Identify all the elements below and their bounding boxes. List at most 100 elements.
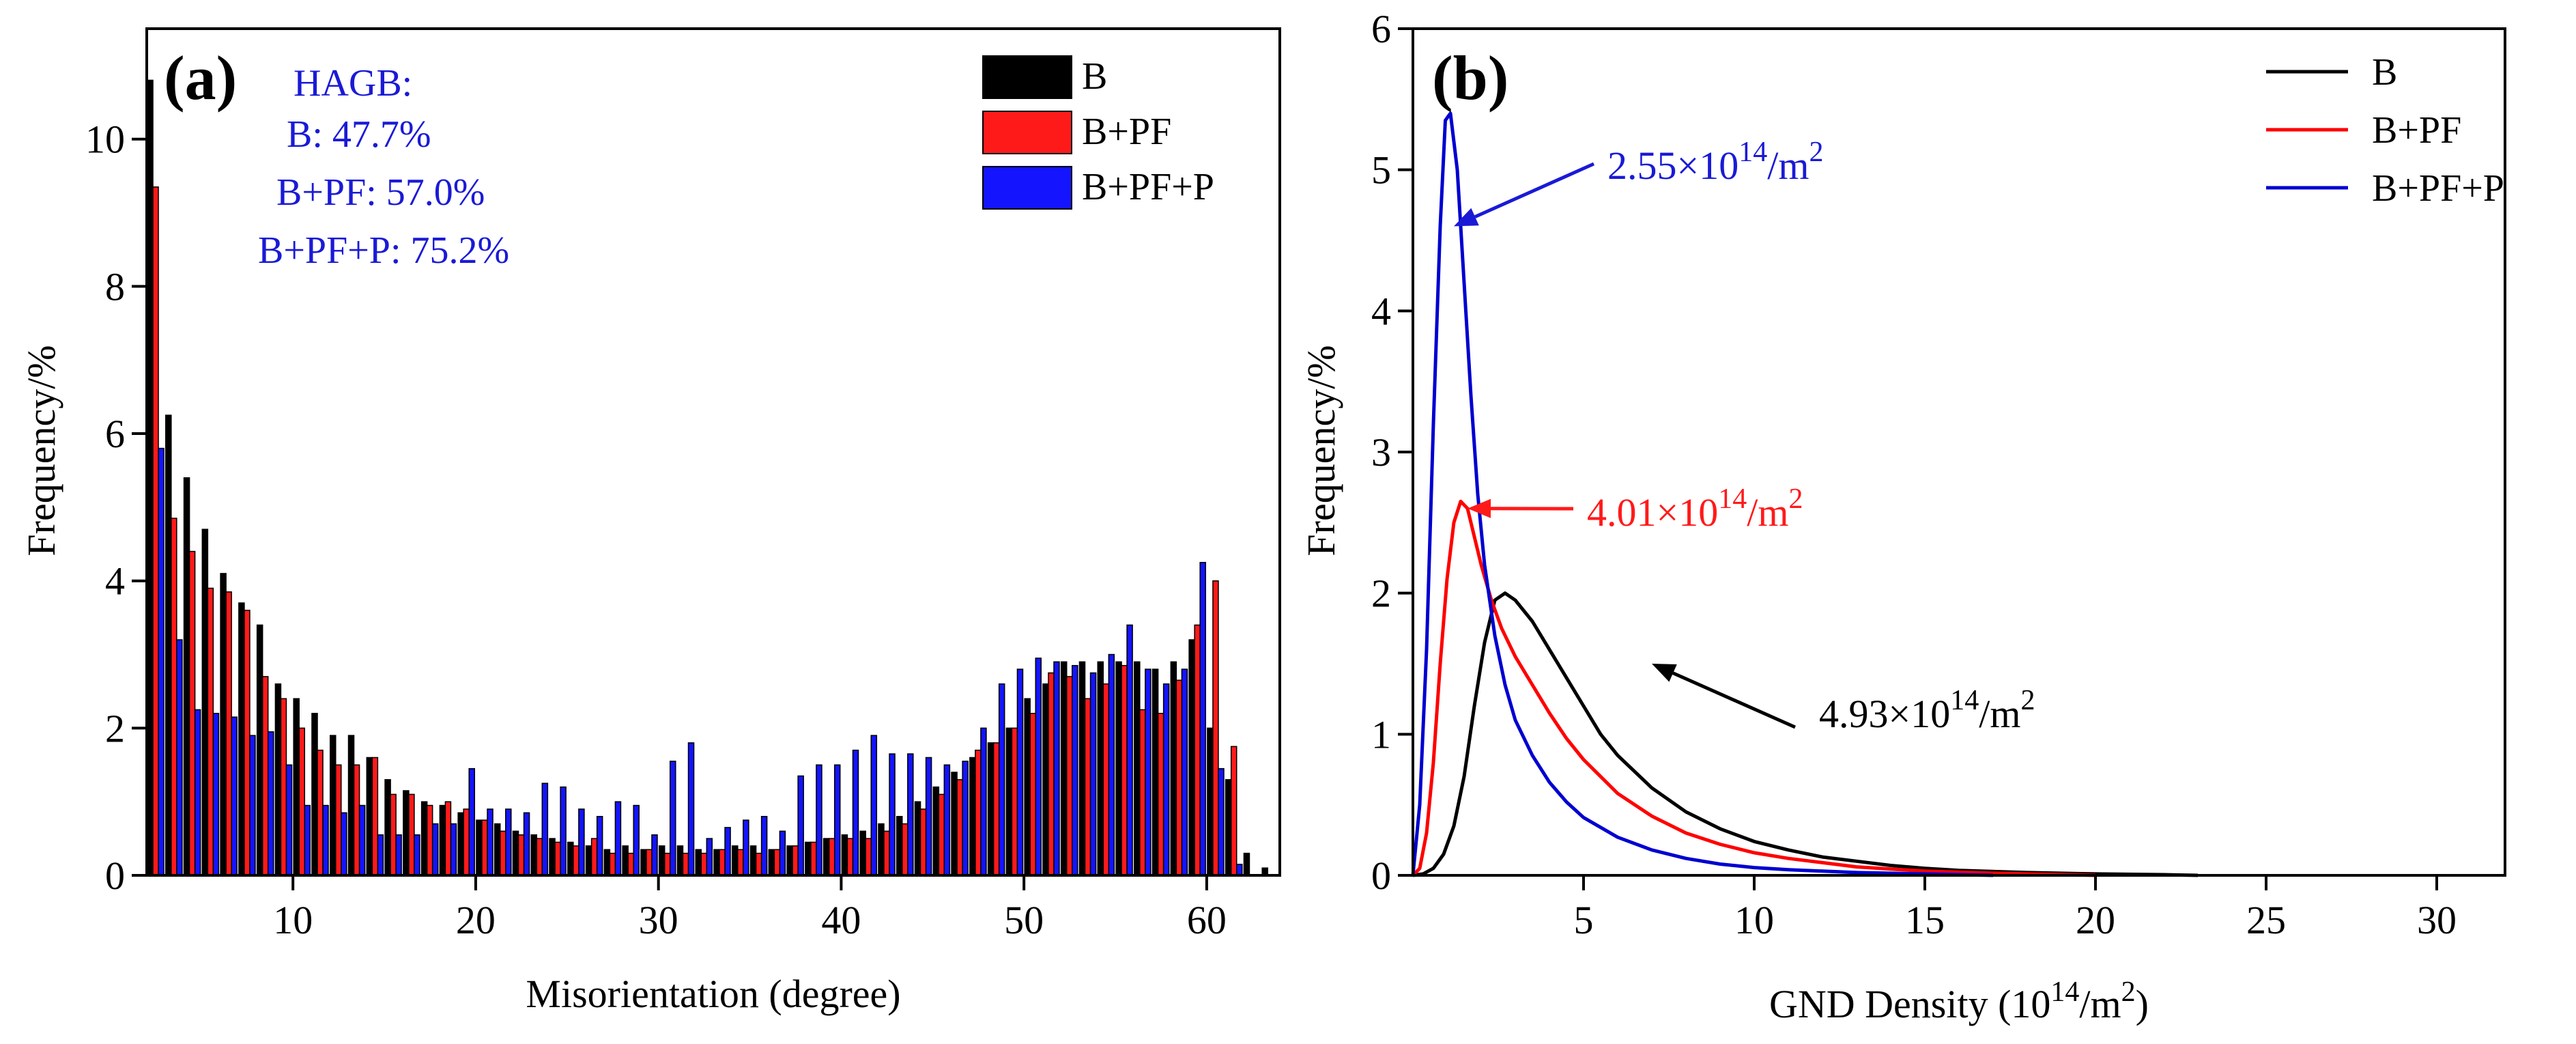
bar-bppfpp-28	[633, 804, 640, 876]
bar-b-22	[512, 830, 519, 876]
bar-bppf-28	[627, 852, 634, 876]
bar-b-25	[567, 841, 574, 876]
bar-bppf-13	[353, 764, 360, 876]
a-xtick-label-30: 30	[639, 898, 678, 942]
bar-b-2	[147, 79, 154, 876]
b-ytick-label-0: 0	[1371, 853, 1391, 898]
bar-bppf-56	[1139, 709, 1146, 876]
bar-bppf-52	[1065, 676, 1073, 876]
bar-bppf-3	[171, 518, 177, 876]
bar-bppfpp-54	[1108, 653, 1115, 876]
b-xtick-label-20: 20	[2076, 898, 2115, 942]
b-ytick-label-2: 2	[1371, 572, 1391, 616]
panel-b-ylabel: Frequency/%	[1299, 345, 1343, 556]
annotation-b-arrowhead	[1652, 664, 1677, 682]
bar-bppf-19	[463, 808, 470, 876]
bar-bppf-24	[554, 841, 561, 876]
bar-bppf-6	[225, 591, 232, 876]
bar-bppf-16	[408, 793, 415, 876]
bar-bppf-34	[737, 849, 744, 876]
bar-bppf-15	[390, 793, 397, 876]
bar-b-35	[749, 845, 757, 876]
bar-bppf-4	[188, 550, 196, 876]
bar-b-9	[274, 683, 282, 876]
bar-bppfpp-15	[395, 834, 402, 876]
bar-b-20	[476, 819, 483, 876]
b-xtick-label-15: 15	[1905, 898, 1945, 942]
bar-bppfpp-5	[212, 713, 220, 876]
hagb-line-bpf: B+PF: 57.0%	[276, 171, 485, 214]
a-ytick-label-4: 4	[105, 559, 125, 604]
bar-bppfpp-29	[651, 834, 658, 876]
bar-bppfpp-27	[614, 801, 622, 876]
bar-b-42	[878, 823, 885, 876]
annotation-b: 4.93×1014/m2	[1652, 664, 2035, 736]
legend-a-swatch-bpf	[982, 111, 1072, 154]
bar-bppfpp-6	[231, 716, 238, 876]
panel-b-xticks: 5 10 15 20 25 30	[1574, 875, 2457, 942]
bar-b-33	[713, 849, 720, 876]
curve-b	[1412, 591, 2199, 877]
bar-bppf-33	[719, 849, 726, 876]
legend-b-label-bpf: B+PF	[2372, 109, 2461, 152]
bar-bppfpp-14	[377, 834, 384, 876]
bar-bppfpp-23	[541, 782, 549, 876]
a-xtick-label-20: 20	[456, 898, 496, 942]
bar-b-55	[1115, 661, 1122, 876]
bar-bppf-51	[1048, 672, 1055, 876]
bar-bppfpp-40	[852, 749, 859, 876]
bar-bppfpp-31	[687, 742, 695, 876]
legend-a-label-b: B	[1082, 55, 1107, 98]
panel-a-ylabel: Frequency/%	[19, 345, 63, 556]
bar-bppfpp-47	[980, 727, 987, 876]
bar-bppf-36	[773, 849, 781, 876]
bar-b-6	[220, 573, 227, 876]
annotation-bpf-text: 4.01×1014/m2	[1587, 483, 1803, 535]
legend-b-label-bpfp: B+PF+P	[2372, 167, 2504, 210]
bar-bppf-17	[426, 804, 433, 876]
bar-bppf-23	[536, 838, 543, 876]
legend-b-label-b: B	[2372, 51, 2397, 94]
bar-b-56	[1134, 661, 1141, 876]
legend-a-label-bpf: B+PF	[1082, 111, 1171, 153]
bar-b-5	[201, 528, 209, 876]
b-ytick-label-5: 5	[1371, 148, 1391, 193]
bar-bppfpp-42	[889, 753, 896, 876]
bar-bppf-10	[298, 727, 306, 876]
bar-bppfpp-50	[1035, 658, 1042, 876]
panel-a-xticks: 10 20 30 40 50 60	[273, 875, 1227, 942]
bar-b-29	[640, 849, 647, 876]
b-ytick-label-3: 3	[1371, 430, 1391, 475]
bar-b-50	[1024, 698, 1031, 876]
b-xtick-label-5: 5	[1574, 898, 1594, 942]
bar-bppf-45	[938, 793, 945, 876]
bar-b-43	[896, 815, 903, 876]
bar-bppf-46	[956, 779, 963, 876]
bar-bppfpp-30	[669, 761, 676, 876]
bar-bppf-21	[499, 830, 506, 876]
annotation-bpf-arrowhead	[1468, 498, 1491, 518]
bar-b-21	[493, 823, 501, 876]
bar-bppfpp-51	[1053, 661, 1060, 876]
bar-bppf-43	[902, 823, 908, 876]
legend-a-swatch-bpfp	[982, 166, 1072, 210]
bar-bppfpp-60	[1218, 767, 1225, 876]
bar-bppf-53	[1084, 698, 1091, 876]
bar-bppf-54	[1102, 683, 1110, 876]
bar-b-11	[311, 713, 318, 876]
bar-bppf-48	[992, 742, 1000, 876]
hagb-line-b: B: 47.7%	[287, 113, 431, 156]
bar-bppf-22	[517, 834, 525, 876]
bar-b-62	[1243, 852, 1250, 876]
panel-a-axes-frame	[145, 27, 1281, 877]
bar-bppfpp-11	[322, 804, 329, 876]
bar-bppfpp-48	[998, 683, 1005, 876]
panel-b-lines	[1411, 111, 2199, 877]
bar-b-26	[585, 845, 592, 876]
bar-b-12	[329, 735, 337, 876]
bar-b-34	[732, 845, 739, 876]
bar-b-53	[1078, 661, 1086, 876]
bar-b-46	[951, 772, 958, 876]
panel-a-legend: B B+PF B+PF+P	[982, 55, 1214, 210]
bar-bppfpp-2	[158, 447, 164, 876]
